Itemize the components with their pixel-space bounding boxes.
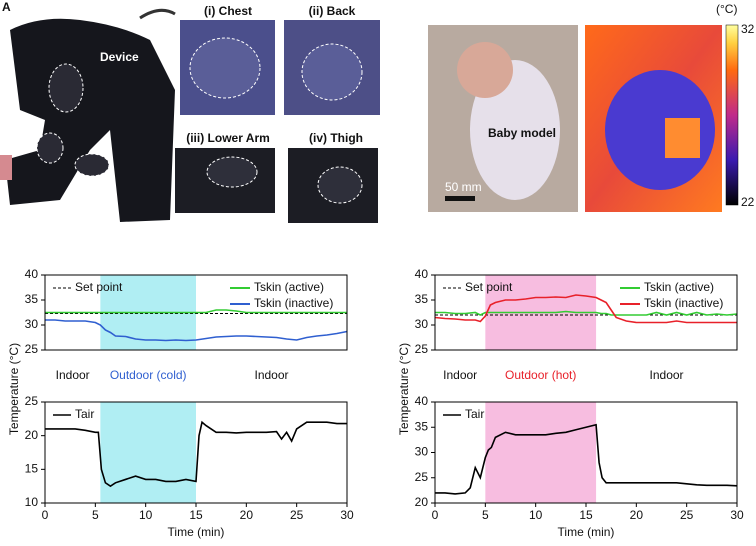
y-tick-label: 35 (415, 419, 429, 433)
panel-letter: A (2, 0, 11, 14)
x-axis-label: Time (min) (558, 525, 615, 539)
region-label: Outdoor (cold) (110, 368, 187, 382)
region-label: Indoor (56, 368, 90, 382)
colorbar-unit: (°C) (716, 2, 737, 16)
x-tick-label: 5 (92, 508, 99, 522)
y-tick-label: 20 (415, 495, 429, 509)
y-tick-label: 10 (25, 495, 39, 509)
y-tick-label: 30 (415, 445, 429, 459)
x-tick-label: 15 (189, 508, 203, 522)
x-tick-label: 25 (680, 508, 694, 522)
y-tick-label: 25 (415, 342, 429, 356)
x-tick-label: 25 (290, 508, 304, 522)
photo-label: (iv) Thigh (309, 131, 363, 145)
plot-frame (44, 401, 348, 504)
legend-label: Tskin (active) (644, 280, 714, 294)
scale-label: 50 mm (445, 180, 482, 194)
y-tick-label: 40 (415, 267, 429, 281)
y-tick-label: 40 (25, 267, 39, 281)
y-axis-label: Temperature (°C) (397, 343, 411, 435)
y-tick-label: 15 (25, 462, 39, 476)
legend-label: Tskin (inactive) (254, 296, 333, 310)
x-tick-label: 30 (730, 508, 744, 522)
x-axis-label: Time (min) (168, 525, 225, 539)
data-line (45, 420, 347, 488)
legend-label: Tair (75, 407, 94, 421)
photo-label: Baby model (488, 126, 556, 140)
photo-label: (iii) Lower Arm (186, 131, 270, 145)
plot-frame (434, 274, 738, 351)
y-tick-label: 40 (415, 394, 429, 408)
y-tick-label: 30 (415, 317, 429, 331)
data-line (435, 423, 738, 495)
colorbar-min: 22 (741, 195, 755, 209)
region-label: Outdoor (hot) (505, 368, 576, 382)
region-label: Indoor (443, 368, 477, 382)
y-tick-label: 25 (415, 470, 429, 484)
region-label: Indoor (650, 368, 684, 382)
legend-label: Set point (75, 280, 123, 294)
y-tick-label: 30 (25, 317, 39, 331)
region-label: Indoor (254, 368, 288, 382)
y-axis-label: Temperature (°C) (7, 343, 21, 435)
y-tick-label: 25 (25, 342, 39, 356)
legend-label: Set point (465, 280, 513, 294)
data-line (45, 319, 348, 342)
shaded-region (100, 402, 196, 503)
x-tick-label: 10 (529, 508, 543, 522)
x-tick-label: 0 (42, 508, 49, 522)
x-tick-label: 0 (432, 508, 439, 522)
legend-label: Tskin (active) (254, 280, 324, 294)
y-tick-label: 35 (415, 292, 429, 306)
data-line (45, 309, 347, 314)
legend-label: Tskin (inactive) (644, 296, 723, 310)
y-tick-label: 20 (25, 428, 39, 442)
y-tick-label: 25 (25, 394, 39, 408)
photo-device (0, 8, 739, 223)
x-tick-label: 5 (482, 508, 489, 522)
photo-label: (ii) Back (309, 4, 356, 18)
data-line (434, 294, 737, 324)
shaded-region (485, 402, 597, 503)
x-tick-label: 15 (579, 508, 593, 522)
x-tick-label: 20 (630, 508, 644, 522)
x-tick-label: 10 (139, 508, 153, 522)
plot-frame (44, 274, 348, 351)
legend-label: Tair (465, 407, 484, 421)
colorbar-max: 32 (741, 22, 755, 36)
x-tick-label: 30 (340, 508, 354, 522)
photo-label: (i) Chest (204, 4, 252, 18)
photo-label: Device (100, 50, 139, 64)
x-tick-label: 20 (240, 508, 254, 522)
data-line (435, 310, 738, 316)
plot-frame (434, 401, 738, 504)
y-tick-label: 35 (25, 292, 39, 306)
